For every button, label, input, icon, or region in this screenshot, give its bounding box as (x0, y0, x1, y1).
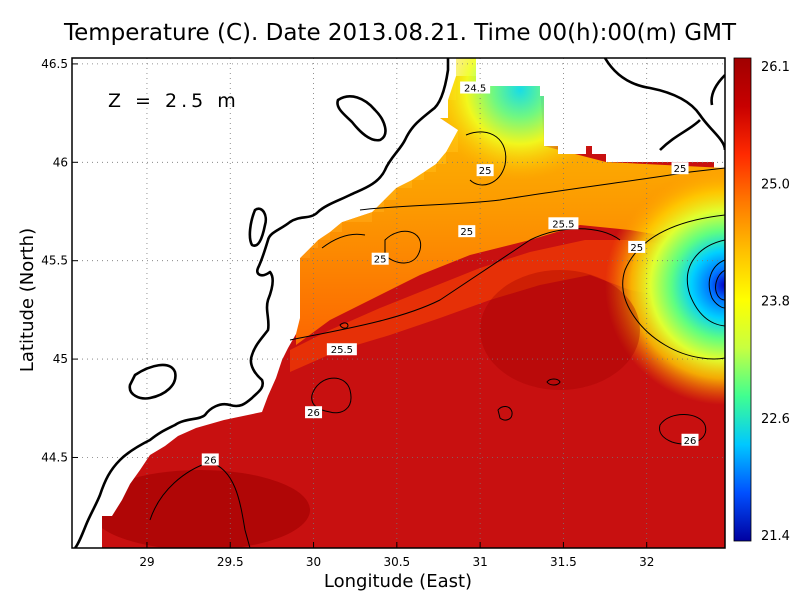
y-axis-label: Latitude (North) (17, 228, 38, 372)
x-axis: 29 29.5 30 30.5 31 31.5 32 (139, 542, 654, 569)
colorbar-ticks: 26.1 25.0 23.8 22.6 21.4 (761, 60, 790, 544)
contour-label-bg (371, 252, 389, 265)
chart-title: Temperature (C). Date 2013.08.21. Time 0… (63, 20, 737, 46)
contour-label-bg (681, 433, 699, 446)
contour-25-west (321, 233, 366, 249)
colorbar (733, 57, 752, 542)
contour-24-eddy (708, 259, 725, 309)
coastline-island-north (336, 95, 387, 142)
contour-25-small (384, 230, 422, 264)
contour-25-eddy (622, 214, 725, 360)
warm-core-central (480, 270, 640, 390)
cold-eddy (605, 165, 725, 405)
y-tick-label: 46 (53, 155, 68, 169)
y-tick-label: 45.5 (41, 254, 68, 268)
x-tick-label: 31.5 (550, 555, 577, 569)
contour-label-bg (548, 217, 579, 230)
contour-label-bg (305, 406, 323, 419)
plot-area: 24.5 25 25 25.5 25 25 25 25.5 26 26 26 Z = 2.5 m (72, 58, 725, 548)
x-tick-label: 29.5 (217, 555, 244, 569)
coastline-northeast-2 (659, 119, 701, 151)
contour-label: 25 (630, 243, 643, 254)
y-tick-label: 46.5 (41, 57, 68, 71)
contour-26-d (546, 378, 561, 386)
contour-label: 25.5 (331, 345, 353, 356)
coastline-main (73, 58, 450, 548)
contour-label: 26 (204, 455, 217, 466)
coastline (73, 58, 725, 548)
contour-label: 25 (374, 255, 387, 266)
contour-label-bg (671, 162, 689, 175)
coastline-lagoon-1 (128, 363, 177, 400)
contour-label-bg (326, 343, 357, 356)
x-tick-label: 32 (639, 555, 654, 569)
contour-low-blob (339, 322, 349, 329)
contour-24-5-eddy (686, 239, 725, 327)
contour-labels: 24.5 25 25 25.5 25 25 25 25.5 26 26 26 (201, 81, 699, 466)
contour-25-north (465, 131, 507, 186)
coastline-northeast-3 (710, 74, 725, 106)
colorbar-tick-label: 25.0 (761, 177, 790, 192)
contour-label-bg (476, 164, 494, 177)
x-tick-label: 31 (472, 555, 487, 569)
contour-label-bg (201, 453, 219, 466)
gridlines (72, 58, 725, 548)
y-tick-label: 44.5 (41, 450, 68, 464)
colorbar-tick-label: 22.6 (761, 412, 790, 427)
contour-label: 26 (307, 408, 320, 419)
warm-core-southwest (90, 470, 310, 548)
x-axis-label: Longitude (East) (324, 571, 472, 592)
x-tick-label: 30 (306, 555, 321, 569)
contour-23-eddy (715, 269, 725, 301)
contour-label: 25 (460, 227, 473, 238)
contour-label: 25 (674, 164, 687, 175)
contour-25-main (359, 167, 725, 211)
x-tick-label: 30.5 (383, 555, 410, 569)
coastline-lagoon-2 (248, 207, 268, 247)
y-tick-label: 45 (53, 352, 68, 366)
x-tick-label: 29 (139, 555, 154, 569)
depth-annotation: Z = 2.5 m (108, 90, 240, 112)
land-mask (72, 58, 458, 548)
colorbar-tick-label: 26.1 (761, 60, 790, 75)
contour-label: 24.5 (464, 84, 486, 95)
contour-label-bg (458, 225, 476, 238)
north-warm-band (296, 76, 725, 345)
north-land-mask (476, 58, 725, 162)
contour-label: 25.5 (552, 219, 574, 230)
contour-26-c (497, 406, 513, 421)
y-axis: 44.5 45 45.5 46 46.5 (41, 57, 78, 464)
colorbar-tick-label: 21.4 (761, 529, 790, 544)
contour-label-bg (460, 81, 491, 94)
contour-label: 25 (479, 166, 492, 177)
plot-frame (71, 57, 726, 549)
coastline-northeast-1 (603, 58, 725, 151)
colorbar-tick-label: 23.8 (761, 295, 790, 310)
contour-label: 26 (684, 436, 697, 447)
contour-label-bg (628, 240, 646, 253)
